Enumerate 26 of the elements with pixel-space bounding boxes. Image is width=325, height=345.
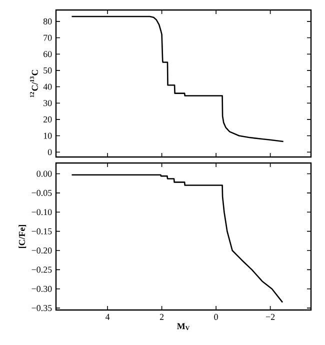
x-tick-label: 0	[214, 314, 218, 320]
y-tick-label: −0.20	[32, 247, 52, 254]
y-axis-title: $^{12}$C/$^{13}$C	[30, 70, 38, 98]
line-series	[71, 174, 284, 303]
y-tick-label: −0.05	[32, 190, 52, 196]
line-series	[71, 16, 284, 142]
y-tick-label: −0.25	[32, 266, 52, 273]
x-axis-title: M$_{V}$	[177, 323, 190, 330]
y-tick-label: 70	[44, 34, 52, 41]
y-tick-label: −0.15	[32, 228, 52, 234]
y-tick-label: 40	[43, 84, 52, 90]
y-tick-label: 0.00	[36, 170, 52, 177]
y-tick-label: 60	[44, 51, 52, 58]
y-tick-label: 10	[44, 132, 52, 139]
y-tick-label: −0.30	[32, 286, 52, 292]
y-tick-label: 0	[48, 149, 52, 156]
y-tick-label: −0.35	[32, 305, 52, 312]
x-tick-label: 2	[160, 314, 164, 320]
y-tick-label: 50	[44, 67, 52, 74]
y-axis-title: [C/Fe]	[18, 224, 26, 248]
y-tick-label: −0.10	[32, 209, 52, 216]
y-tick-label: 80	[43, 18, 52, 24]
x-tick-label: 4	[105, 314, 110, 320]
x-tick-label: −2	[266, 314, 275, 320]
y-tick-label: 20	[44, 116, 52, 122]
y-tick-label: 30	[44, 100, 52, 106]
